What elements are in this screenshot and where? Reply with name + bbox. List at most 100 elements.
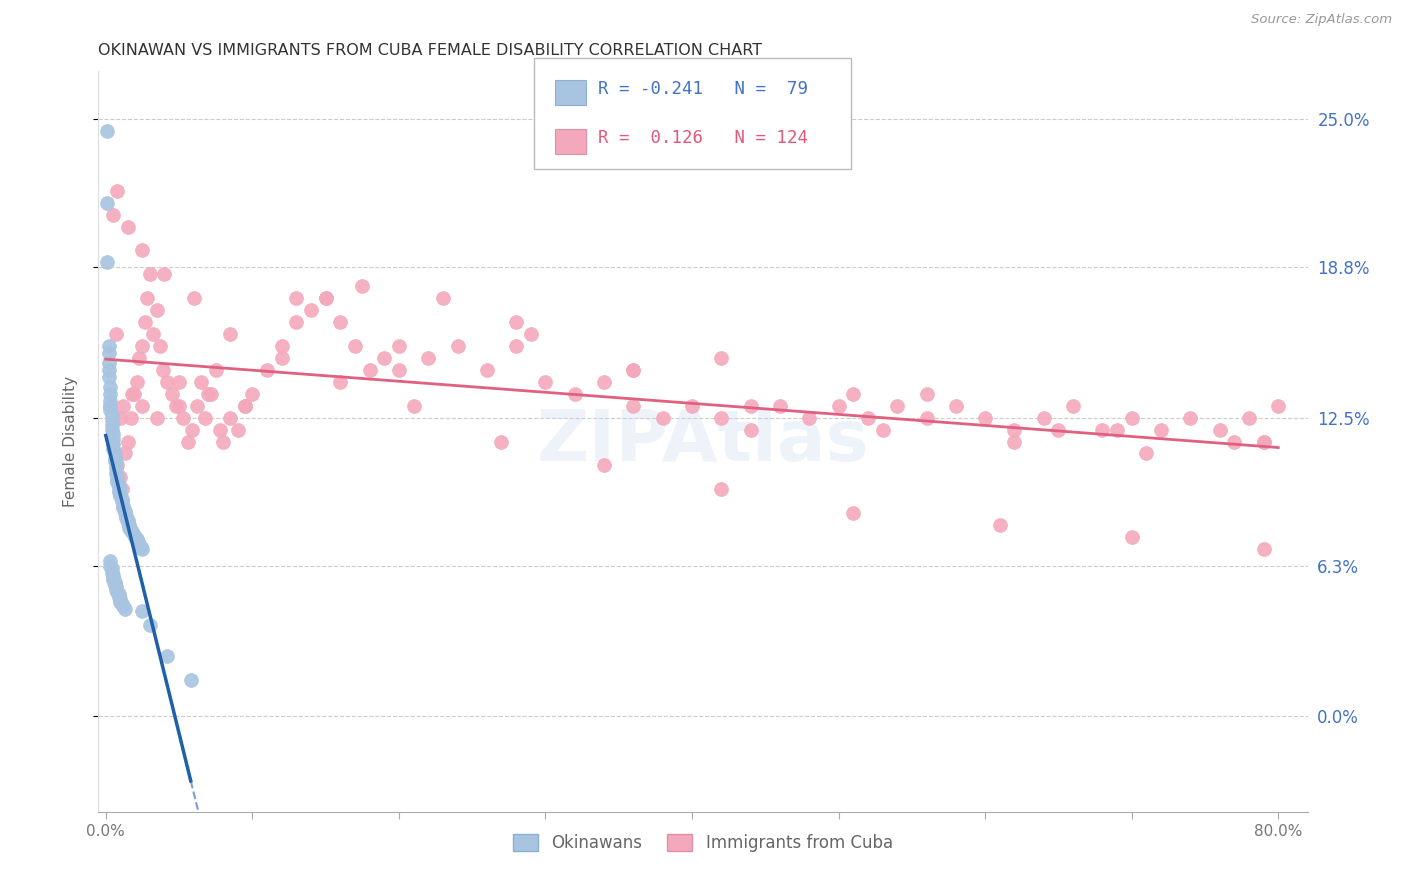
Point [111, 483, 134, 497]
Point [181, 423, 204, 437]
Point [110, 470, 132, 484]
Point [107, 184, 129, 198]
Point [329, 375, 352, 389]
Point [681, 399, 703, 413]
Point [115, 511, 138, 525]
Point [270, 339, 292, 353]
Point [256, 363, 278, 377]
Point [125, 375, 148, 389]
Point [270, 351, 292, 365]
Point [219, 410, 242, 425]
Point [974, 410, 997, 425]
Point [97, 370, 120, 384]
Point [100, 423, 122, 437]
Point [856, 410, 879, 425]
Point [564, 386, 586, 401]
Point [915, 410, 938, 425]
Point [97, 363, 120, 377]
Point [98, 554, 121, 568]
Point [651, 410, 673, 425]
Point [1032, 410, 1054, 425]
Point [105, 582, 128, 597]
Text: OKINAWAN VS IMMIGRANTS FROM CUBA FEMALE DISABILITY CORRELATION CHART: OKINAWAN VS IMMIGRANTS FROM CUBA FEMALE … [98, 43, 762, 58]
Point [520, 327, 543, 342]
Point [315, 291, 337, 305]
Point [710, 351, 733, 365]
Point [107, 585, 129, 599]
Text: R = -0.241   N =  79: R = -0.241 N = 79 [598, 80, 807, 98]
Point [111, 494, 134, 508]
Point [146, 303, 169, 318]
Point [315, 291, 337, 305]
Point [105, 460, 128, 475]
Point [1062, 399, 1084, 413]
Point [359, 363, 381, 377]
Point [200, 386, 222, 401]
Point [190, 375, 212, 389]
Point [108, 587, 131, 601]
Point [107, 458, 129, 473]
Point [388, 363, 411, 377]
Point [1105, 423, 1128, 437]
Point [1267, 399, 1289, 413]
Point [1004, 423, 1026, 437]
Point [160, 386, 183, 401]
Point [107, 470, 129, 484]
Point [122, 386, 145, 401]
Point [233, 399, 256, 413]
Point [114, 446, 136, 460]
Point [172, 410, 194, 425]
Point [1253, 434, 1275, 449]
Point [197, 386, 219, 401]
Point [122, 527, 145, 541]
Point [96, 255, 118, 269]
Point [103, 575, 125, 590]
Point [1180, 410, 1202, 425]
Text: Source: ZipAtlas.com: Source: ZipAtlas.com [1251, 13, 1392, 27]
Point [446, 339, 468, 353]
Point [1223, 434, 1246, 449]
Point [153, 268, 176, 282]
Point [915, 386, 938, 401]
Point [432, 291, 454, 305]
Point [114, 601, 136, 615]
Point [799, 410, 821, 425]
Point [121, 525, 143, 540]
Point [138, 618, 160, 632]
Point [117, 513, 139, 527]
Point [1121, 530, 1143, 544]
Point [491, 434, 513, 449]
Point [128, 351, 150, 365]
Point [103, 446, 125, 460]
Point [329, 315, 352, 329]
Point [219, 327, 242, 342]
Point [97, 339, 120, 353]
Point [505, 339, 527, 353]
Point [108, 484, 131, 499]
Point [1253, 541, 1275, 556]
Point [1091, 423, 1114, 437]
Point [740, 423, 762, 437]
Point [97, 356, 120, 370]
Point [112, 599, 135, 614]
Point [101, 442, 124, 456]
Point [167, 399, 190, 413]
Point [110, 594, 132, 608]
Point [110, 592, 132, 607]
Point [131, 541, 153, 556]
Point [988, 518, 1011, 533]
Point [165, 399, 187, 413]
Point [534, 375, 557, 389]
Point [117, 434, 139, 449]
Point [97, 346, 120, 360]
Point [842, 386, 865, 401]
Point [108, 590, 131, 604]
Point [505, 315, 527, 329]
Point [373, 351, 395, 365]
Point [101, 437, 124, 451]
Point [131, 399, 153, 413]
Point [105, 466, 128, 480]
Point [135, 291, 157, 305]
Point [418, 351, 440, 365]
Point [134, 315, 156, 329]
